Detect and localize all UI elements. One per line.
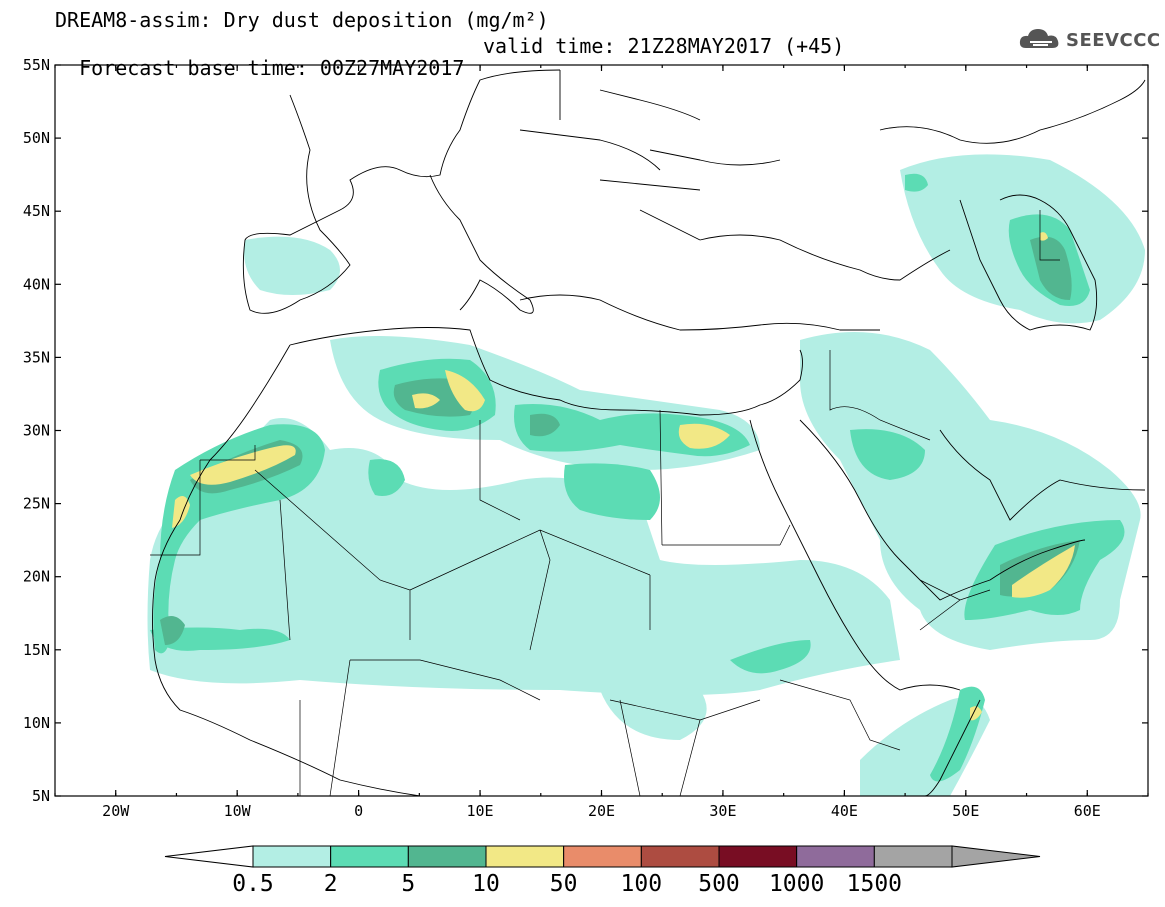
valid-time-label: valid time: 21Z28MAY2017 (+45) [483, 34, 845, 58]
colorbar-level-label: 0.5 [232, 871, 274, 897]
lon-tick-label: 0 [354, 802, 363, 820]
lon-tick-label: 20E [588, 802, 615, 820]
coastlines [152, 69, 1146, 796]
lat-tick-label: 30N [23, 422, 50, 440]
lon-tick-label: 20W [102, 802, 130, 820]
colorbar-level-label: 10 [472, 871, 500, 897]
colorbar-level-label: 500 [698, 871, 740, 897]
colorbar-level-label: 2 [323, 871, 338, 897]
colorbar-low-arrow [164, 845, 254, 868]
axis-ticks [54, 64, 1149, 797]
colorbar [164, 845, 1041, 868]
colorbar-swatch [252, 845, 332, 868]
lat-tick-label: 15N [23, 641, 50, 659]
colorbar-level-label: 100 [620, 871, 663, 897]
lon-tick-label: 30E [709, 802, 736, 820]
lat-tick-label: 20N [23, 568, 50, 586]
colorbar-swatch [563, 845, 642, 868]
lat-tick-label: 25N [23, 495, 50, 513]
lon-tick-label: 10E [467, 802, 494, 820]
colorbar-swatch [640, 845, 720, 868]
chart-title: DREAM8-assim: Dry dust deposition (mg/m²… [55, 8, 549, 32]
dust-field [147, 154, 1145, 796]
lat-tick-label: 50N [23, 129, 50, 147]
colorbar-swatch [718, 845, 798, 868]
colorbar-level-label: 1000 [768, 871, 825, 897]
lon-tick-label: 50E [952, 802, 979, 820]
forecast-time-line: Forecast base time: 00Z27MAY2017 valid t… [55, 35, 844, 101]
seevccc-logo: SEEVCCC [1018, 26, 1161, 54]
lat-tick-label: 5N [32, 787, 50, 805]
colorbar-swatch [873, 845, 953, 868]
colorbar-high-arrow [951, 845, 1041, 868]
lat-tick-label: 45N [23, 202, 50, 220]
lat-tick-label: 35N [23, 348, 50, 366]
colorbar-level-label: 5 [401, 871, 416, 897]
lon-tick-label: 60E [1074, 802, 1101, 820]
lat-tick-label: 40N [23, 275, 50, 293]
colorbar-swatch [407, 845, 487, 868]
logo-text: SEEVCCC [1066, 30, 1161, 51]
colorbar-swatch [330, 845, 409, 868]
latitude-axis: 55N 50N 45N 40N 35N 30N 25N 20N 15N 10N 5N [23, 56, 50, 805]
colorbar-level-label: 50 [549, 871, 578, 897]
lat-tick-label: 10N [23, 714, 50, 732]
longitude-axis: 20W 10W 0 10E 20E 30E 40E 50E 60E [102, 802, 1101, 820]
base-time-label: Forecast base time: 00Z27MAY2017 [79, 56, 465, 80]
lon-tick-label: 10W [224, 802, 252, 820]
country-borders [150, 210, 1060, 796]
lon-tick-label: 40E [831, 802, 858, 820]
colorbar-swatch [485, 845, 565, 868]
lat-tick-label: 55N [23, 56, 50, 74]
cloud-logo-icon [1019, 29, 1059, 48]
colorbar-level-label: 1500 [846, 871, 903, 897]
colorbar-swatch [796, 845, 875, 868]
